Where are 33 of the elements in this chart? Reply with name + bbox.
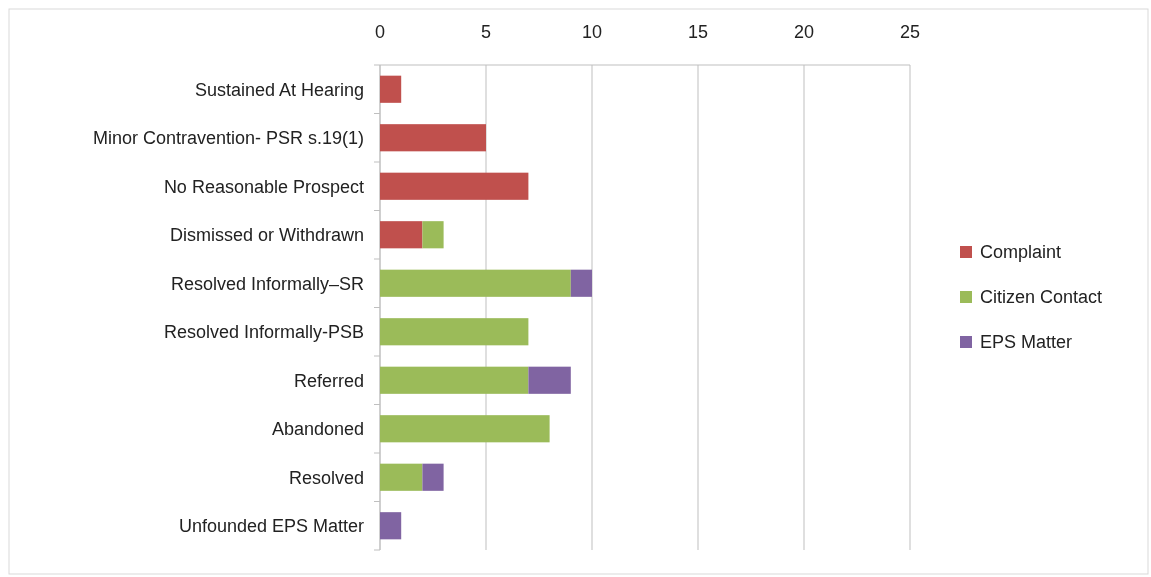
bar: [380, 172, 529, 200]
bar: [570, 269, 592, 297]
bar: [380, 124, 486, 152]
y-tick-label: Abandoned: [271, 419, 364, 440]
legend-label: Complaint: [980, 242, 1062, 263]
y-tick-label: Resolved: [288, 467, 364, 488]
bar: [380, 269, 571, 297]
legend-label: EPS Matter: [980, 332, 1073, 353]
bar: [380, 221, 423, 249]
x-tick-label: 0: [374, 22, 386, 42]
bar: [380, 366, 529, 394]
y-tick-label: Resolved Informally-PSB: [163, 322, 364, 343]
x-tick-label: 10: [581, 22, 603, 42]
bar: [380, 318, 529, 346]
y-tick-label: Referred: [293, 370, 364, 391]
y-tick-label: Sustained At Hearing: [194, 79, 364, 100]
legend-label: Citizen Contact: [980, 287, 1103, 308]
x-tick-label: 20: [793, 22, 815, 42]
y-tick-label: No Reasonable Prospect: [163, 176, 364, 197]
bar: [380, 415, 550, 443]
y-tick-label: Unfounded EPS Matter: [178, 516, 364, 537]
x-tick-label: 15: [687, 22, 709, 42]
y-tick-label: Resolved Informally–SR: [170, 273, 364, 294]
bar: [380, 75, 402, 103]
y-tick-label: Minor Contravention- PSR s.19(1): [92, 128, 364, 149]
bar: [380, 463, 423, 491]
x-tick-label: 25: [899, 22, 921, 42]
bar: [422, 463, 444, 491]
bar: [380, 512, 402, 540]
y-tick-label: Dismissed or Withdrawn: [169, 225, 364, 246]
x-tick-label: 5: [480, 22, 492, 42]
bar: [528, 366, 571, 394]
bar: [422, 221, 444, 249]
